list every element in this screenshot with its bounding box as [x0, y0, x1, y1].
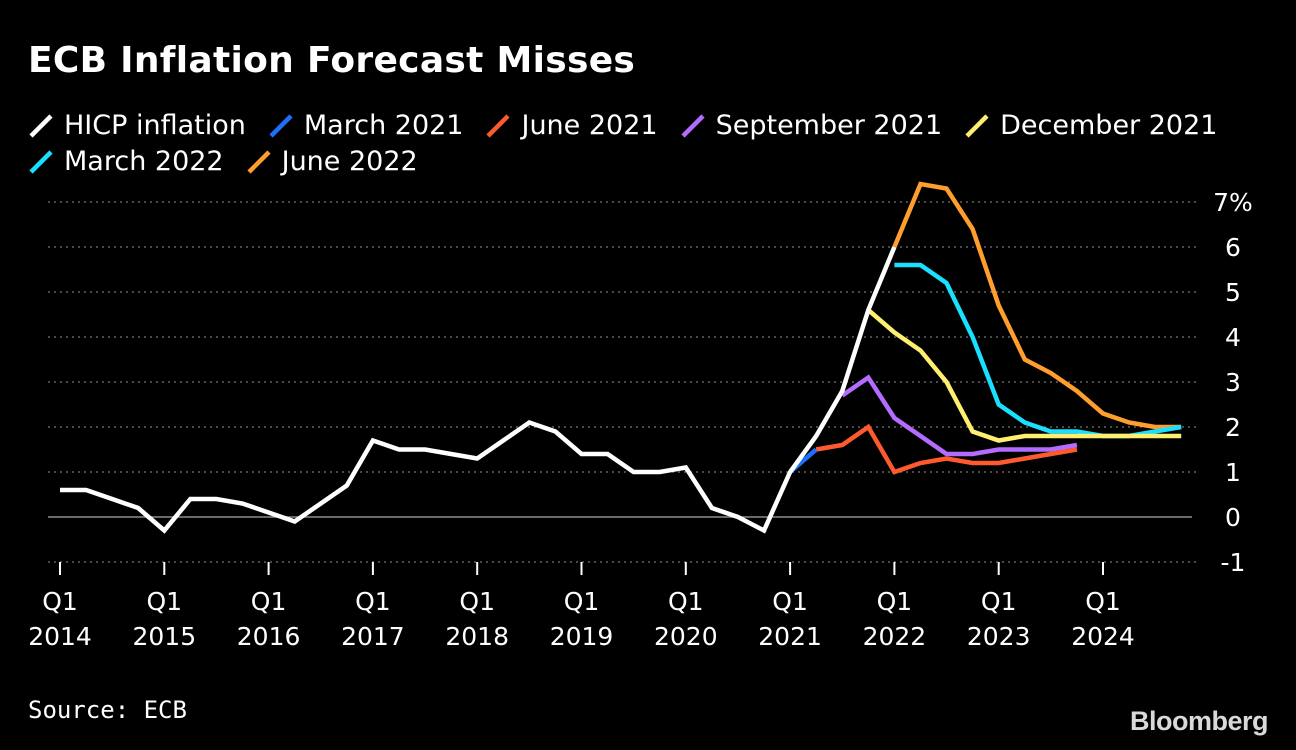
legend-item-hicp: HICP inflation [28, 108, 246, 144]
y-tick-label: 7% [1213, 188, 1253, 217]
legend-swatch-hicp [29, 114, 53, 138]
x-axis-ticks: Q1 2014 Q1 2015 Q1 2016 Q1 2017 Q1 2018 Q1 2019 Q1 20… [28, 562, 1135, 651]
x-tick-label-year: 2019 [550, 622, 614, 651]
legend-label-jun2021: June 2021 [521, 110, 658, 141]
series-line-march-2022 [894, 262, 1182, 439]
x-tick-label-quarter: Q1 [459, 587, 495, 616]
x-tick-label-year: 2022 [863, 622, 927, 651]
legend-label-mar2021: March 2021 [303, 110, 464, 141]
legend-swatch-mar2022 [29, 150, 53, 174]
legend-label-dec2021: December 2021 [1000, 110, 1218, 141]
gridlines [48, 201, 1200, 563]
legend-row-1: HICP inflation March 2021 June 2021 Sept… [28, 108, 1268, 144]
x-tick-label-year: 2021 [758, 622, 822, 651]
x-tick-label-quarter: Q1 [147, 587, 183, 616]
x-tick-label-year: 2017 [341, 622, 405, 651]
legend-swatch-jun2021 [486, 114, 511, 138]
chart-title: ECB Inflation Forecast Misses [28, 40, 636, 81]
series-line-september-2021 [841, 374, 1078, 457]
bloomberg-logo: Bloomberg [1129, 706, 1269, 736]
x-tick-label-quarter: Q1 [1085, 587, 1121, 616]
x-tick-label-year: 2015 [132, 622, 196, 651]
legend-label-jun2022: June 2022 [281, 146, 418, 177]
x-tick-label-quarter: Q1 [564, 587, 600, 616]
legend-swatch-mar2021 [269, 114, 293, 138]
legend-label-sep2021: September 2021 [715, 110, 943, 141]
legend: HICP inflation March 2021 June 2021 Sept… [28, 108, 1268, 180]
x-tick-label-quarter: Q1 [877, 587, 913, 616]
legend-item-jun2021: June 2021 [485, 108, 658, 144]
legend-label-hicp: HICP inflation [64, 110, 246, 141]
series-line-june-2022 [892, 181, 1182, 430]
legend-item-dec2021: December 2021 [964, 108, 1217, 144]
series-line-june-2021 [815, 423, 1078, 475]
source-note: Source: ECB [28, 696, 187, 724]
x-tick-label-year: 2020 [654, 622, 718, 651]
legend-row-2: March 2022 June 2022 [28, 144, 1268, 180]
legend-swatch-jun2022 [247, 150, 271, 174]
legend-item-sep2021: September 2021 [680, 108, 943, 144]
y-tick-label: 0 [1225, 503, 1241, 532]
x-tick-label-year: 2024 [1071, 622, 1135, 651]
legend-label-mar2022: March 2022 [64, 146, 224, 177]
x-tick-label-quarter: Q1 [42, 587, 78, 616]
x-tick-label-quarter: Q1 [981, 587, 1017, 616]
x-tick-label-quarter: Q1 [668, 587, 704, 616]
x-tick-label-year: 2016 [237, 622, 301, 651]
y-tick-label: -1 [1221, 548, 1246, 577]
y-tick-label: 5 [1225, 278, 1241, 307]
y-tick-label: 3 [1225, 368, 1241, 397]
x-tick-label-quarter: Q1 [355, 587, 391, 616]
y-tick-label: 1 [1225, 458, 1241, 487]
x-tick-label-year: 2023 [967, 622, 1031, 651]
series-line-hicp-inflation [60, 246, 897, 534]
legend-swatch-sep2021 [681, 114, 705, 138]
series-lines [60, 181, 1182, 534]
y-tick-label: 6 [1225, 233, 1241, 262]
legend-item-mar2022: March 2022 [28, 144, 224, 180]
y-tick-label: 2 [1225, 413, 1241, 442]
legend-swatch-dec2021 [965, 114, 989, 138]
series-line-december-2021 [866, 308, 1182, 443]
y-tick-label: 4 [1225, 323, 1241, 352]
y-axis-ticks: 7% 6 5 4 3 2 1 0 -1 [1213, 188, 1253, 577]
x-tick-label-year: 2014 [28, 622, 92, 651]
x-tick-label-quarter: Q1 [772, 587, 808, 616]
legend-item-mar2021: March 2021 [268, 108, 464, 144]
x-tick-label-year: 2018 [445, 622, 509, 651]
x-tick-label-quarter: Q1 [251, 587, 287, 616]
legend-item-jun2022: June 2022 [246, 144, 418, 180]
